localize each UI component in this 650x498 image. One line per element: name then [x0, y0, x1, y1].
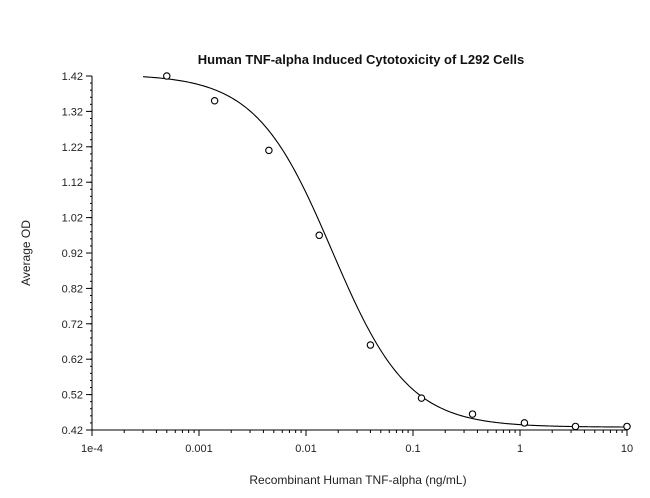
y-tick-label: 1.02: [62, 213, 83, 225]
y-tick-label: 0.72: [62, 319, 83, 331]
y-axis-label: Average OD: [19, 220, 33, 286]
data-point: [520, 419, 529, 427]
data-point: [210, 97, 219, 105]
fit-curve: [143, 76, 628, 428]
x-tick-label: 10: [621, 443, 633, 455]
data-point: [366, 341, 375, 349]
y-tick-label: 0.82: [62, 283, 83, 295]
x-tick-label: 1e-4: [81, 443, 103, 455]
data-points: [163, 72, 631, 431]
data-point: [468, 410, 477, 418]
x-tick-label: 1: [517, 443, 523, 455]
x-tick-label: 0.1: [405, 443, 420, 455]
x-ticks: 1e-4 0.001 0.01 0.1 1 10: [81, 430, 633, 455]
x-tick-label: 0.001: [185, 443, 213, 455]
y-tick-label: 1.22: [62, 142, 83, 154]
data-point: [315, 231, 324, 240]
data-point: [163, 72, 171, 80]
data-point: [417, 394, 426, 402]
x-axis-label: Recombinant Human TNF-alpha (ng/mL): [249, 473, 466, 487]
y-ticks: 1.42 1.32 1.22 1.12 1.02 0.92 0.82 0.72 0.62 0.52…: [62, 71, 92, 437]
y-tick-label: 1.12: [62, 177, 83, 189]
y-tick-label: 0.92: [62, 248, 83, 260]
y-tick-label: 0.42: [62, 425, 83, 437]
data-point: [265, 146, 273, 155]
data-point: [623, 422, 631, 431]
plot-area: [91, 76, 627, 431]
y-tick-label: 1.42: [62, 71, 83, 83]
y-tick-label: 0.62: [62, 354, 83, 366]
x-tick-label: 0.01: [295, 443, 316, 455]
y-tick-label: 0.52: [62, 390, 83, 402]
y-tick-label: 1.32: [62, 106, 83, 118]
data-point: [571, 422, 580, 431]
chart-title: Human TNF-alpha Induced Cytotoxicity of …: [198, 52, 525, 67]
